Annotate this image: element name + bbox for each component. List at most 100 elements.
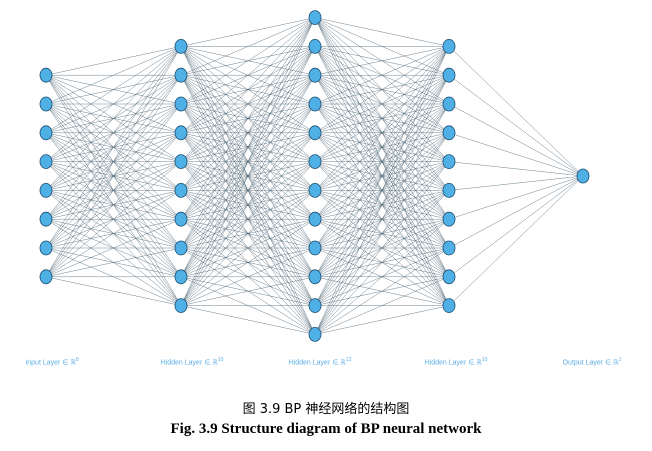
neuron-node [308, 326, 322, 342]
neuron-node [308, 10, 322, 26]
neuron-node [39, 154, 53, 170]
neuron-node [576, 168, 590, 184]
neuron-node [308, 96, 322, 112]
connection-edge [448, 132, 584, 177]
connection-edge [180, 161, 316, 306]
connection-edge [314, 46, 450, 335]
connection-edge [45, 46, 182, 220]
connection-edge [448, 175, 584, 277]
neuron-node [442, 269, 456, 285]
neuron-node [308, 269, 322, 285]
connection-edge [180, 17, 316, 47]
input-layer-label: Input Layer ∈ ℝ8 [25, 357, 79, 367]
neuron-node [174, 182, 188, 198]
connection-edge [448, 175, 584, 249]
hidden-layer-2-label: Hidden Layer ∈ ℝ12 [288, 357, 352, 367]
connection-edge [448, 161, 584, 177]
connection-edge [314, 46, 450, 134]
neuron-node [39, 67, 53, 83]
neuron-node [174, 125, 188, 141]
neuron-node [174, 269, 188, 285]
neuron-node [39, 125, 53, 141]
neuron-node [174, 298, 188, 314]
connection-edge [45, 46, 182, 249]
connection-edge [448, 75, 584, 177]
connection-edge [180, 218, 316, 306]
neurons [39, 10, 590, 342]
neuron-node [442, 240, 456, 256]
neuron-node [39, 182, 53, 198]
neuron-node [442, 39, 456, 54]
connection-edge [180, 132, 316, 306]
neural-network-diagram [39, 10, 590, 342]
connection-edge [180, 17, 316, 191]
connection-edge [45, 46, 182, 277]
neuron-node [174, 211, 188, 227]
neuron-node [174, 154, 188, 170]
connection-edge [180, 17, 316, 162]
connection-edge [180, 276, 316, 306]
connection-edge [314, 75, 450, 335]
connection-edge [45, 161, 182, 277]
connection-edge [314, 46, 450, 306]
connection-edge [45, 190, 182, 278]
connection-edge [314, 46, 450, 220]
neuron-node [39, 240, 53, 256]
neuron-node [442, 298, 456, 314]
neuron-node [174, 240, 188, 256]
connection-edge [314, 46, 450, 162]
connection-edge [45, 103, 182, 277]
connection-edge [314, 103, 450, 335]
neuron-node [442, 182, 456, 198]
connection-edge [45, 218, 182, 278]
connection-edge [45, 247, 182, 278]
connection-edge [448, 103, 584, 177]
connection-edge [180, 103, 316, 306]
connection-edge [180, 17, 316, 133]
neuron-node [308, 154, 322, 170]
connection-edge [180, 17, 316, 306]
connection-edge [448, 46, 584, 177]
neuron-node [442, 211, 456, 227]
neuron-node [308, 182, 322, 198]
neuron-node [442, 125, 456, 141]
connection-edge [448, 175, 584, 191]
neuron-node [308, 240, 322, 256]
connection-edge [45, 46, 182, 76]
connection-edge [314, 46, 450, 191]
neuron-node [308, 298, 322, 314]
connection-edge [314, 247, 450, 335]
connection-edge [180, 17, 316, 277]
connection-edge [314, 46, 450, 105]
connection-edge [314, 161, 450, 335]
connection-edge [314, 17, 450, 47]
neuron-node [39, 96, 53, 112]
hidden-layer-3-label: Hidden Layer ∈ ℝ10 [424, 357, 488, 367]
connection-edge [45, 276, 182, 306]
connections [45, 17, 584, 335]
connection-edge [314, 276, 450, 335]
connection-edge [314, 46, 450, 249]
neuron-node [308, 125, 322, 141]
neuron-node [442, 96, 456, 112]
connection-edge [180, 190, 316, 306]
neuron-node [442, 67, 456, 83]
connection-edge [45, 46, 182, 162]
connection-edge [180, 17, 316, 105]
neuron-node [174, 39, 188, 54]
connection-edge [448, 175, 584, 306]
neuron-node [39, 211, 53, 227]
neuron-node [174, 96, 188, 112]
connection-edge [180, 17, 316, 249]
output-layer-label: Output Layer ∈ ℝ1 [562, 357, 622, 367]
connection-edge [45, 46, 182, 134]
neuron-node [39, 269, 53, 285]
connection-edge [314, 132, 450, 335]
connection-edge [45, 46, 182, 191]
connection-edge [45, 132, 182, 277]
connection-edge [314, 190, 450, 335]
connection-edge [45, 75, 182, 277]
connection-edge [180, 305, 316, 335]
neuron-node [308, 67, 322, 83]
neuron-node [442, 154, 456, 170]
